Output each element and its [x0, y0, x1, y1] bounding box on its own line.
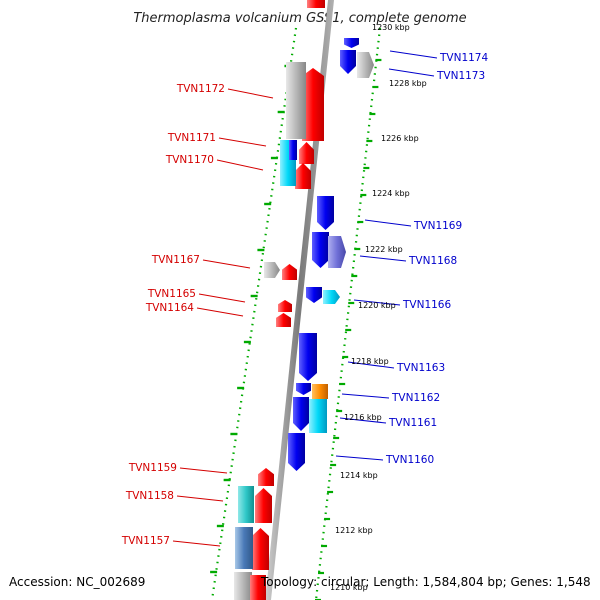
gene-feature[interactable] — [317, 196, 334, 230]
label-leader — [347, 361, 395, 369]
kbp-label: 1230 kbp — [372, 23, 410, 32]
gene-feature[interactable] — [286, 62, 306, 139]
kbp-label: 1214 kbp — [340, 471, 378, 480]
gene-label-tvn1170[interactable]: TVN1170 — [165, 154, 214, 166]
kbp-label: 1210 kbp — [330, 583, 368, 592]
kbp-label: 1218 kbp — [351, 357, 389, 366]
gene-feature[interactable] — [278, 300, 292, 312]
gene-feature[interactable] — [276, 313, 291, 327]
gene-feature[interactable] — [250, 575, 266, 600]
label-leader — [216, 159, 264, 171]
label-leader — [202, 259, 251, 269]
label-leader-lines — [172, 50, 438, 547]
gene-feature[interactable] — [258, 468, 274, 486]
gene-feature[interactable] — [296, 383, 311, 395]
label-leader — [196, 307, 244, 317]
kbp-label: 1224 kbp — [372, 189, 410, 198]
label-leader — [218, 137, 267, 147]
kbp-label: 1226 kbp — [381, 134, 419, 143]
label-leader — [388, 68, 435, 77]
outer-dotted-guide — [210, 27, 298, 600]
gene-label-tvn1165[interactable]: TVN1165 — [147, 288, 196, 300]
gene-feature[interactable] — [238, 486, 254, 523]
label-leader — [353, 299, 401, 306]
genome-backbone — [265, 0, 334, 600]
kbp-label: 1212 kbp — [335, 526, 373, 535]
gene-label-tvn1159[interactable]: TVN1159 — [128, 462, 177, 474]
gene-feature[interactable] — [299, 142, 314, 164]
gene-feature[interactable] — [235, 527, 253, 569]
gene-label-tvn1162[interactable]: TVN1162 — [391, 392, 440, 404]
gene-label-tvn1164[interactable]: TVN1164 — [145, 302, 194, 314]
gene-feature[interactable] — [312, 232, 329, 268]
gene-feature[interactable] — [323, 290, 340, 304]
gene-feature[interactable] — [264, 262, 280, 278]
gene-feature[interactable] — [309, 399, 327, 433]
label-leader — [335, 455, 384, 461]
gene-label-tvn1172[interactable]: TVN1172 — [176, 83, 225, 95]
gene-feature[interactable] — [357, 52, 374, 78]
gene-feature[interactable] — [307, 0, 325, 8]
gene-label-tvn1173[interactable]: TVN1173 — [436, 70, 485, 82]
gene-feature[interactable] — [299, 333, 317, 381]
gene-feature[interactable] — [293, 397, 309, 431]
gene-feature[interactable] — [302, 68, 324, 141]
label-leader — [172, 540, 221, 547]
gene-feature[interactable] — [312, 384, 328, 399]
page-title: Thermoplasma volcanium GSS1, complete ge… — [133, 11, 466, 26]
kbp-label: 1228 kbp — [389, 79, 427, 88]
gene-feature[interactable] — [328, 236, 346, 268]
gene-label-tvn1174[interactable]: TVN1174 — [439, 52, 488, 64]
gene-label-tvn1158[interactable]: TVN1158 — [125, 490, 174, 502]
accession-text: Accession: NC_002689 — [9, 575, 145, 589]
gene-feature[interactable] — [252, 528, 269, 570]
kbp-label: 1216 kbp — [344, 413, 382, 422]
gene-features — [234, 0, 374, 600]
scale-labels: 1230 kbp 1228 kbp 1226 kbp 1224 kbp 1222 kbp… — [330, 23, 427, 592]
kbp-label: 1220 kbp — [358, 301, 396, 310]
label-leader — [198, 293, 246, 303]
gene-label-tvn1171[interactable]: TVN1171 — [167, 132, 216, 144]
gene-label-tvn1168[interactable]: TVN1168 — [408, 255, 457, 267]
label-leader — [176, 495, 224, 502]
gene-label-tvn1163[interactable]: TVN1163 — [396, 362, 445, 374]
gene-feature[interactable] — [234, 572, 252, 600]
label-leader — [341, 393, 390, 399]
gene-feature[interactable] — [255, 488, 272, 523]
gene-label-tvn1169[interactable]: TVN1169 — [413, 220, 462, 232]
gene-feature[interactable] — [344, 38, 359, 48]
gene-feature[interactable] — [340, 50, 356, 74]
label-leader — [339, 417, 387, 424]
gene-label-tvn1161[interactable]: TVN1161 — [388, 417, 437, 429]
genome-summary-text: Topology: circular; Length: 1,584,804 bp… — [260, 575, 591, 589]
label-leader — [389, 50, 438, 59]
gene-label-tvn1157[interactable]: TVN1157 — [121, 535, 170, 547]
kbp-label: 1222 kbp — [365, 245, 403, 254]
gene-feature[interactable] — [282, 264, 297, 280]
gene-label-tvn1166[interactable]: TVN1166 — [402, 299, 451, 311]
scale-ticks — [210, 58, 382, 600]
gene-feature[interactable] — [288, 433, 305, 471]
gene-feature[interactable] — [306, 287, 322, 303]
gene-label-tvn1160[interactable]: TVN1160 — [385, 454, 434, 466]
label-leader — [179, 467, 228, 474]
label-leader — [359, 255, 407, 262]
label-leader — [227, 88, 274, 99]
gene-feature[interactable] — [289, 140, 297, 160]
gene-feature[interactable] — [295, 163, 311, 189]
gene-label-tvn1167[interactable]: TVN1167 — [151, 254, 200, 266]
gene-labels: TVN1172 TVN1171 TVN1170 TVN1167 TVN1165 TVN11… — [121, 52, 489, 547]
label-leader — [364, 219, 412, 227]
